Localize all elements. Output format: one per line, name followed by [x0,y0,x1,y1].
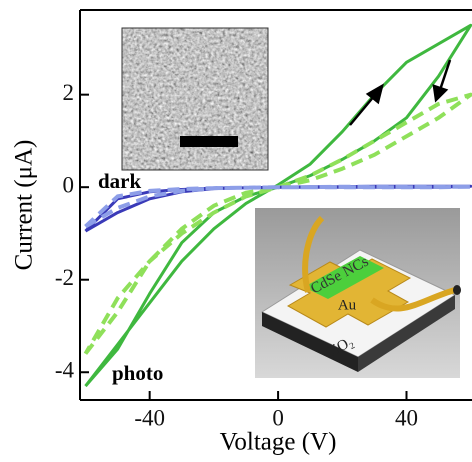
inset-label: Au [338,297,357,313]
y-tick-label: 2 [63,80,75,105]
chart: CdSe NCs Au SiO₂ dark photo Voltage (V) … [0,0,472,462]
y-axis-label: Current (μA) [11,140,38,271]
device-inset: CdSe NCs Au SiO₂ [255,208,461,378]
annotation: dark [98,169,142,193]
x-axis-label: Voltage (V) [220,429,337,456]
tem-inset [122,28,268,170]
x-tick-label: 40 [395,405,418,430]
y-tick-label: -4 [55,358,75,383]
annotation: photo [112,361,163,385]
y-tick-label: -2 [55,265,74,290]
x-tick-label: -40 [134,405,165,430]
y-tick-label: 0 [63,172,75,197]
x-tick-label: 0 [272,405,284,430]
